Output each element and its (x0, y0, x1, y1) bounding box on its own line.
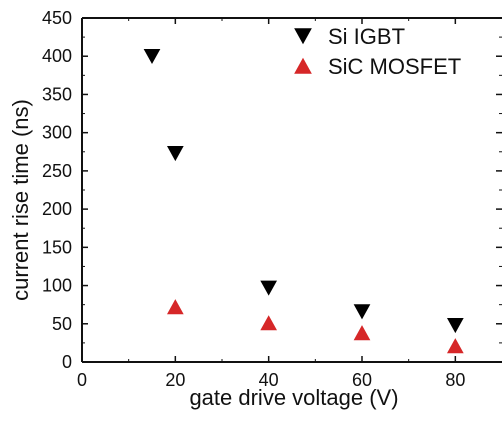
sic-mosfet-point (260, 315, 278, 331)
y-tick-label: 50 (52, 314, 72, 334)
sic-mosfet-point (353, 325, 371, 341)
y-tick-label: 150 (42, 237, 72, 257)
y-tick-label: 450 (42, 8, 72, 28)
si-igbt-point (260, 280, 278, 296)
legend-marker-sic-mosfet (294, 57, 312, 74)
si-igbt-point (353, 304, 371, 320)
x-tick-label: 20 (165, 370, 185, 390)
ticks-group: 0 20 40 60 80 0 50 100 150 200 250 300 350 400 450 (42, 8, 502, 390)
y-tick-label: 100 (42, 276, 72, 296)
y-axis-title: current rise time (ns) (8, 99, 33, 301)
y-tick-label: 350 (42, 84, 72, 104)
y-tick-label: 250 (42, 161, 72, 181)
si-igbt-point (143, 48, 161, 65)
legend-marker-si-igbt (294, 28, 312, 45)
x-tick-label: 0 (77, 370, 87, 390)
y-tick-label: 300 (42, 123, 72, 143)
si-igbt-point (446, 318, 464, 334)
sic-mosfet-point (446, 338, 464, 354)
legend-label-si-igbt: Si IGBT (328, 24, 405, 49)
x-tick-label: 60 (352, 370, 372, 390)
x-tick-label: 80 (445, 370, 465, 390)
x-tick-label: 40 (259, 370, 279, 390)
points-group (143, 48, 464, 354)
y-tick-label: 200 (42, 199, 72, 219)
legend: Si IGBT SiC MOSFET (294, 24, 461, 79)
y-tick-label: 0 (62, 352, 72, 372)
sic-mosfet-point (166, 299, 184, 315)
legend-label-sic-mosfet: SiC MOSFET (328, 54, 461, 79)
x-axis-title: gate drive voltage (V) (189, 385, 398, 410)
si-igbt-point (166, 146, 184, 162)
y-tick-label: 400 (42, 46, 72, 66)
